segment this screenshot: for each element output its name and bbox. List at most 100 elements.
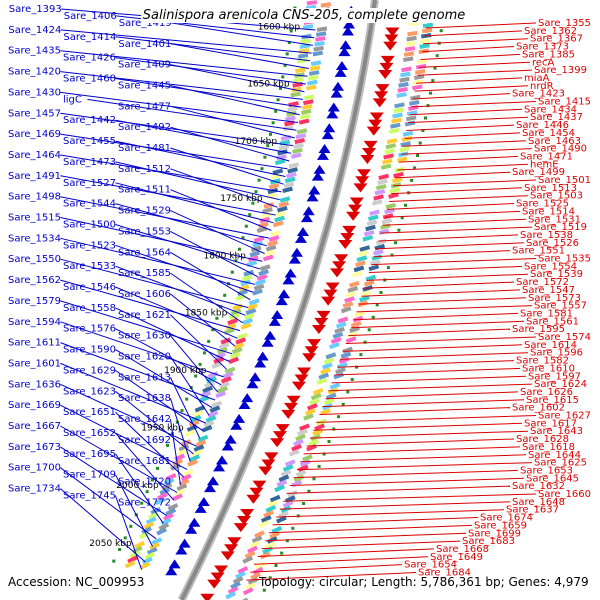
left-gene-label[interactable]: Sare_1651 xyxy=(63,407,116,418)
right-gene-label[interactable]: Sare_1624 xyxy=(534,379,587,390)
right-gene-label[interactable]: hemE xyxy=(530,159,559,170)
right-gene-label[interactable]: Sare_1572 xyxy=(516,277,569,288)
right-gene-label[interactable]: Sare_1595 xyxy=(512,324,565,335)
left-gene-label[interactable]: Sare_1527 xyxy=(63,178,116,189)
left-gene-label[interactable]: Sare_1460 xyxy=(63,74,116,85)
right-gene-label[interactable]: Sare_1423 xyxy=(512,89,565,100)
right-gene-label[interactable]: Sare_1499 xyxy=(512,167,565,178)
left-gene-label[interactable]: Sare_1692 xyxy=(118,435,171,446)
left-gene-label[interactable]: Sare_1585 xyxy=(118,268,171,279)
left-gene-label[interactable]: Sare_1445 xyxy=(118,81,171,92)
left-gene-label[interactable]: Sare_1512 xyxy=(118,164,171,175)
left-gene-label[interactable]: Sare_1492 xyxy=(118,122,171,133)
left-gene-label[interactable]: Sare_1457 xyxy=(8,108,61,119)
left-gene-label[interactable]: Sare_1481 xyxy=(118,143,171,154)
left-gene-label[interactable]: Sare_1576 xyxy=(63,324,116,335)
right-gene-label[interactable]: Sare_1632 xyxy=(512,481,565,492)
right-gene-label[interactable]: Sare_1471 xyxy=(520,151,573,162)
left-gene-label[interactable]: Sare_1550 xyxy=(8,254,61,265)
right-gene-label[interactable]: Sare_1648 xyxy=(512,497,565,508)
right-gene-label[interactable]: Sare_1596 xyxy=(530,348,583,359)
right-gene-label[interactable]: Sare_1561 xyxy=(526,316,579,327)
right-gene-label[interactable]: Sare_1526 xyxy=(526,238,579,249)
right-gene-label[interactable]: Sare_1643 xyxy=(530,426,583,437)
right-gene-label[interactable]: Sare_1615 xyxy=(526,395,579,406)
left-gene-label[interactable]: Sare_1393 xyxy=(9,4,62,15)
right-gene-label[interactable]: Sare_1535 xyxy=(538,254,591,265)
left-gene-label[interactable]: Sare_1630 xyxy=(118,331,171,342)
right-gene-label[interactable]: Sare_1627 xyxy=(538,411,591,422)
right-gene-label[interactable]: Sare_1547 xyxy=(522,285,575,296)
left-gene-label[interactable]: Sare_1636 xyxy=(8,379,61,390)
right-gene-label[interactable]: Sare_1373 xyxy=(516,42,569,53)
right-gene-label[interactable]: Sare_1602 xyxy=(512,403,565,414)
right-gene-label[interactable]: Sare_1628 xyxy=(516,434,569,445)
right-gene-label[interactable]: Sare_1625 xyxy=(534,458,587,469)
right-gene-label[interactable]: Sare_1645 xyxy=(526,473,579,484)
left-gene-label[interactable]: Sare_1435 xyxy=(8,46,61,57)
left-gene-label[interactable]: Sare_1420 xyxy=(8,67,61,78)
left-gene-label[interactable]: Sare_1629 xyxy=(63,365,116,376)
left-gene-label[interactable]: Sare_1772 xyxy=(118,497,171,508)
left-gene-label[interactable]: Sare_1652 xyxy=(63,428,116,439)
right-gene-label[interactable]: Sare_1637 xyxy=(506,505,559,516)
left-gene-label[interactable]: Sare_1455 xyxy=(63,136,116,147)
right-gene-label[interactable]: Sare_1539 xyxy=(530,269,583,280)
left-gene-label[interactable]: Sare_1642 xyxy=(118,414,171,425)
right-gene-label[interactable]: Sare_1437 xyxy=(530,112,583,123)
left-gene-label[interactable]: Sare_1638 xyxy=(118,393,171,404)
right-gene-label[interactable]: recA xyxy=(532,57,555,68)
right-gene-label[interactable]: Sare_1660 xyxy=(538,489,591,500)
right-gene-label[interactable]: Sare_1581 xyxy=(520,308,573,319)
left-gene-label[interactable]: Sare_1424 xyxy=(8,25,61,36)
left-gene-label[interactable]: Sare_1515 xyxy=(8,213,61,224)
right-gene-label[interactable]: Sare_1490 xyxy=(534,144,587,155)
left-gene-label[interactable]: Sare_1534 xyxy=(8,233,61,244)
left-gene-label[interactable]: Sare_1419 xyxy=(119,18,172,29)
left-gene-label[interactable]: Sare_1695 xyxy=(63,449,116,460)
right-gene-label[interactable]: Sare_1514 xyxy=(522,206,575,217)
left-gene-label[interactable]: Sare_1621 xyxy=(118,310,171,321)
right-gene-label[interactable]: Sare_1454 xyxy=(522,128,575,139)
right-gene-label[interactable]: Sare_1415 xyxy=(538,97,591,108)
left-gene-label[interactable]: Sare_1745 xyxy=(63,491,116,502)
right-gene-label[interactable]: Sare_1626 xyxy=(520,387,573,398)
left-gene-label[interactable]: Sare_1523 xyxy=(63,240,116,251)
left-gene-label[interactable]: Sare_1491 xyxy=(8,171,61,182)
left-gene-label[interactable]: Sare_1430 xyxy=(8,87,61,98)
right-gene-label[interactable]: Sare_1614 xyxy=(524,340,577,351)
right-gene-label[interactable]: Sare_1574 xyxy=(538,332,591,343)
right-gene-label[interactable]: Sare_1519 xyxy=(534,222,587,233)
right-gene-label[interactable]: Sare_1573 xyxy=(528,293,581,304)
right-gene-label[interactable]: Sare_1551 xyxy=(512,246,565,257)
left-gene-label[interactable]: Sare_1601 xyxy=(8,358,61,369)
right-gene-label[interactable]: Sare_1503 xyxy=(530,191,583,202)
right-gene-label[interactable]: nrdR xyxy=(530,81,554,92)
right-gene-label[interactable]: Sare_1531 xyxy=(528,214,581,225)
left-gene-label[interactable]: Sare_1667 xyxy=(8,421,61,432)
right-gene-label[interactable]: Sare_1597 xyxy=(528,371,581,382)
left-gene-label[interactable]: Sare_1606 xyxy=(118,289,171,300)
left-gene-label[interactable]: Sare_1558 xyxy=(63,303,116,314)
right-gene-label[interactable]: Sare_1385 xyxy=(522,49,575,60)
left-gene-label[interactable]: Sare_1498 xyxy=(8,192,61,203)
right-gene-label[interactable]: Sare_1525 xyxy=(516,199,569,210)
left-gene-label[interactable]: Sare_1709 xyxy=(63,470,116,481)
right-gene-label[interactable]: Sare_1463 xyxy=(528,136,581,147)
left-gene-label[interactable]: Sare_1469 xyxy=(8,129,61,140)
right-gene-label[interactable]: Sare_1644 xyxy=(528,450,581,461)
left-gene-label[interactable]: Sare_1579 xyxy=(8,296,61,307)
left-gene-label[interactable]: Sare_1426 xyxy=(63,53,116,64)
right-gene-label[interactable]: Sare_1446 xyxy=(516,120,569,131)
left-gene-label[interactable]: Sare_1477 xyxy=(118,101,171,112)
right-gene-label[interactable]: Sare_1501 xyxy=(538,175,591,186)
left-gene-label[interactable]: Sare_1669 xyxy=(8,400,61,411)
left-gene-label[interactable]: Sare_1620 xyxy=(118,352,171,363)
right-gene-label[interactable]: Sare_1683 xyxy=(462,536,515,547)
left-gene-label[interactable]: Sare_1406 xyxy=(64,11,117,22)
right-gene-label[interactable]: Sare_1367 xyxy=(530,34,583,45)
left-gene-label[interactable]: Sare_1442 xyxy=(63,115,116,126)
right-gene-label[interactable]: miaA xyxy=(524,73,550,84)
right-gene-label[interactable]: Sare_1653 xyxy=(520,465,573,476)
left-gene-label[interactable]: Sare_1611 xyxy=(8,338,61,349)
